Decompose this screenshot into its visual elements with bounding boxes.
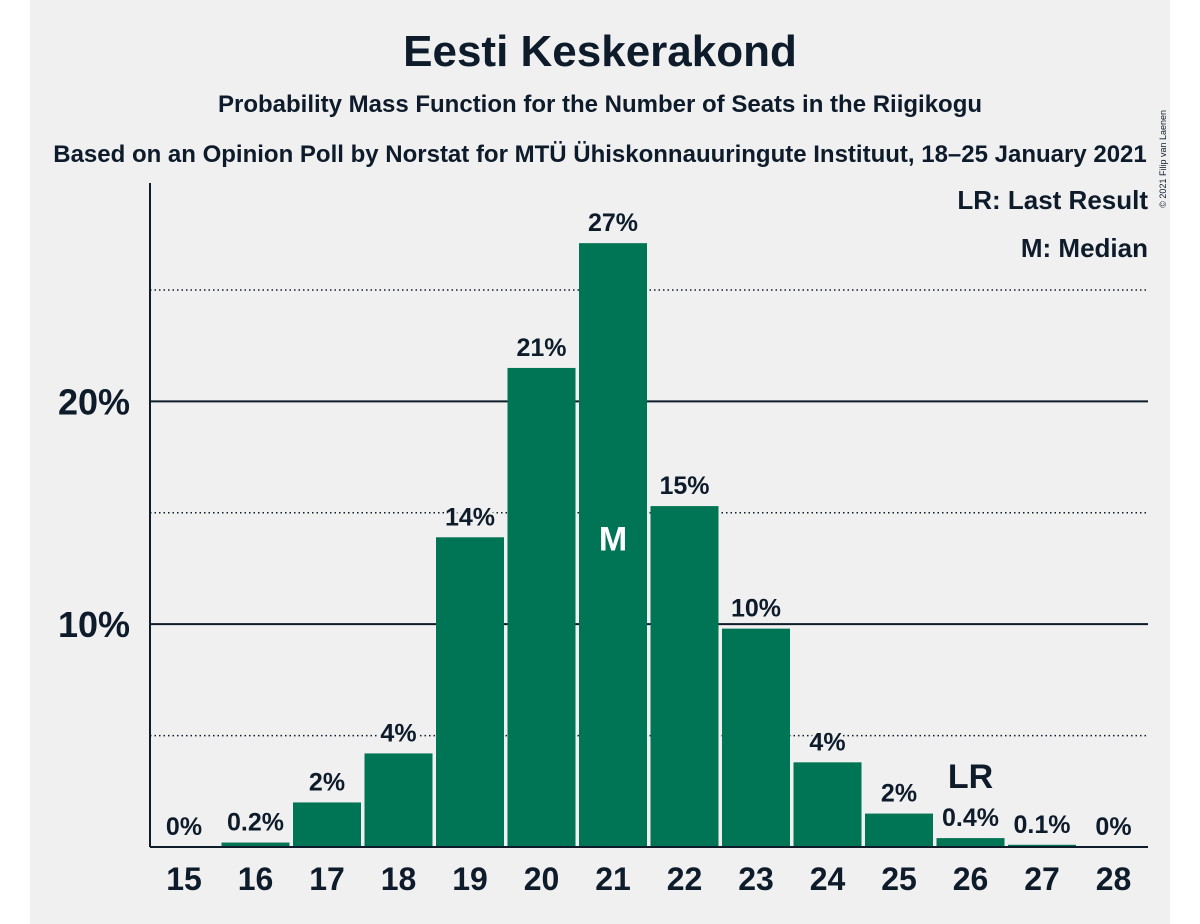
- bar-value-label: 21%: [516, 334, 566, 362]
- bar: [507, 367, 576, 847]
- x-tick-label: 18: [381, 861, 417, 897]
- bar-value-label: 14%: [445, 503, 495, 531]
- y-tick-label: 10%: [58, 604, 130, 645]
- x-tick-label: 19: [452, 861, 488, 897]
- bar-value-label: 0.2%: [227, 809, 284, 837]
- x-tick-label: 22: [667, 861, 703, 897]
- bar-value-label: 4%: [380, 719, 416, 747]
- x-tick-label: 25: [881, 861, 917, 897]
- bar: [650, 506, 719, 847]
- bar: [722, 628, 790, 847]
- copyright-notice: © 2021 Filip van Laenen: [1158, 110, 1168, 208]
- bar: [293, 802, 361, 847]
- axes: [149, 183, 1148, 848]
- bar: [1008, 844, 1076, 847]
- last-result-marker: LR: [948, 758, 993, 796]
- x-tick-label: 24: [810, 861, 846, 897]
- bar-value-label: 2%: [881, 780, 917, 808]
- bar-value-label: 0%: [1095, 813, 1131, 841]
- bar-value-label: 2%: [309, 768, 345, 796]
- bar: [936, 838, 1005, 847]
- x-tick-label: 16: [238, 861, 274, 897]
- chart-title: Eesti Keskerakond: [403, 27, 797, 76]
- x-tick-label: 26: [953, 861, 989, 897]
- legend-median: M: Median: [1021, 233, 1148, 263]
- bar: [364, 753, 433, 847]
- y-tick-label: 20%: [58, 381, 130, 422]
- bar: [221, 842, 290, 847]
- bar-value-label: 4%: [809, 728, 845, 756]
- x-tick-label: 20: [524, 861, 560, 897]
- bar: [793, 762, 862, 847]
- bar: [436, 537, 504, 847]
- x-tick-label: 17: [309, 861, 345, 897]
- bar-value-label: 15%: [659, 472, 709, 500]
- bar: [865, 813, 933, 847]
- value-labels: 0% 15 0.2% 16 2% 17 4% 18 14% 19 21% 20 27% 21 M 15% 22 1…: [163, 207, 1134, 897]
- x-tick-label: 15: [166, 861, 202, 897]
- bar-value-label: 0%: [166, 813, 202, 841]
- median-marker: M: [599, 521, 627, 559]
- x-tick-label: 28: [1096, 861, 1132, 897]
- x-tick-label: 27: [1024, 861, 1060, 897]
- bar-value-label: 0.1%: [1014, 811, 1071, 839]
- bar-value-label: 10%: [731, 595, 781, 623]
- bars: [221, 243, 1076, 847]
- bar: [579, 243, 647, 847]
- legend-last-result: LR: Last Result: [957, 185, 1148, 215]
- gridlines: 10% 20%: [58, 289, 1148, 737]
- bar-value-label: 0.4%: [942, 804, 999, 832]
- bar-value-label: 27%: [588, 209, 638, 237]
- x-tick-label: 21: [595, 861, 631, 897]
- chart-source: Based on an Opinion Poll by Norstat for …: [53, 141, 1147, 168]
- x-tick-label: 23: [738, 861, 774, 897]
- chart-subtitle: Probability Mass Function for the Number…: [218, 91, 982, 118]
